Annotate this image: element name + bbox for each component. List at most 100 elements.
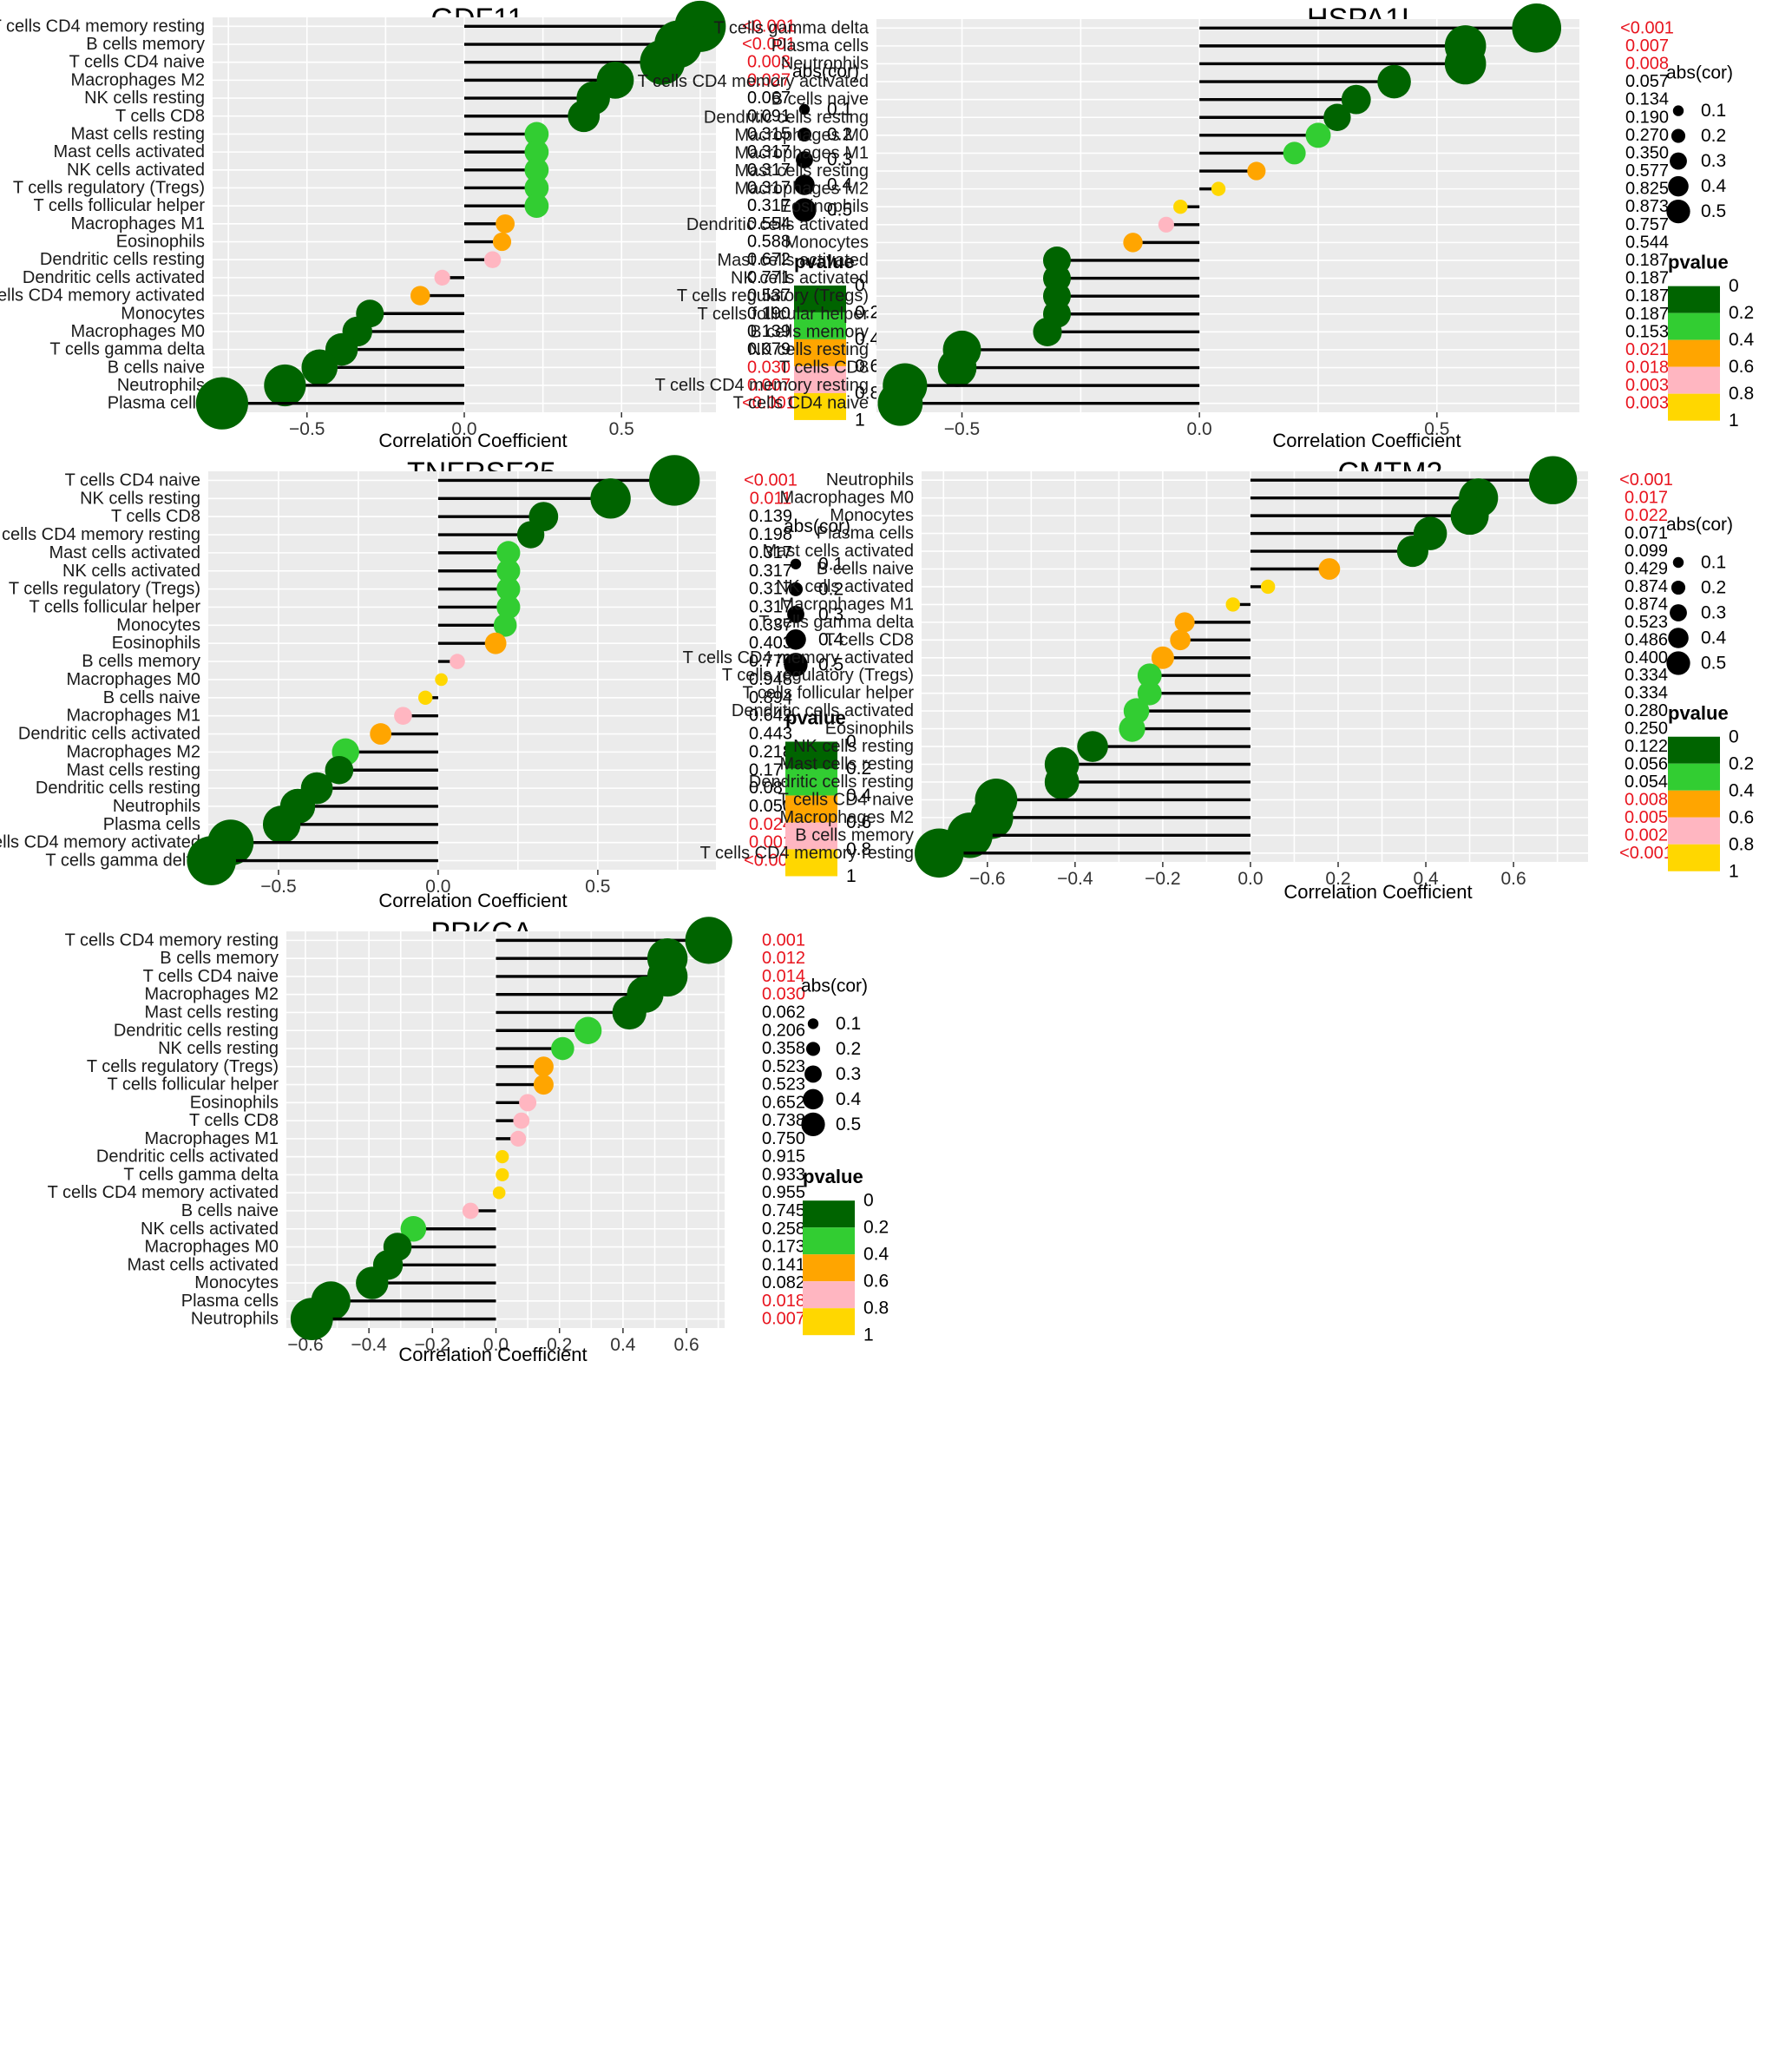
lollipop-point [1341, 84, 1371, 115]
lollipop-point [685, 917, 732, 964]
lollipop-point [187, 836, 236, 885]
lollipop-point [496, 559, 521, 583]
pvalue-label: 0.443 [749, 725, 792, 744]
x-tick-label: 0.5 [1424, 419, 1449, 439]
lollipop-point [1211, 181, 1226, 196]
category-label: NK cells activated [62, 562, 200, 581]
lollipop-point [1225, 597, 1240, 612]
size-legend-title: abs(cor) [1666, 515, 1733, 535]
category-label: Dendritic cells resting [114, 1021, 279, 1040]
category-label: T cells CD4 naive [143, 967, 279, 986]
category-label: B cells naive [108, 358, 205, 377]
size-legend-title: abs(cor) [801, 976, 868, 996]
category-label: T cells follicular helper [108, 1075, 279, 1095]
category-label: T cells CD4 naive [65, 470, 200, 490]
category-label: Plasma cells [771, 36, 869, 56]
lollipop-point [914, 828, 964, 878]
category-label: T cells gamma delta [45, 851, 200, 871]
pvalue-label: 0.933 [762, 1165, 805, 1184]
category-label: Plasma cells [103, 815, 200, 834]
category-label: T cells CD4 memory resting [655, 376, 869, 395]
lollipop-point [1247, 161, 1266, 181]
size-legend-dot [1672, 556, 1684, 569]
lollipop-point [568, 100, 601, 133]
category-label: T cells regulatory (Tregs) [87, 1057, 279, 1076]
size-legend-label: 0.5 [1701, 654, 1726, 674]
lollipop-point [1450, 496, 1489, 536]
lollipop-point [1137, 681, 1162, 706]
category-label: Neutrophils [781, 54, 869, 73]
x-tick-label: 0.5 [585, 877, 610, 897]
color-legend-label: 1 [846, 866, 857, 886]
category-label: T cells CD4 memory activated [638, 72, 869, 91]
category-label: Monocytes [116, 615, 200, 634]
x-axis-label: Correlation Coefficient [398, 1344, 587, 1365]
category-label: T cells follicular helper [30, 597, 201, 616]
pvalue-label: 0.350 [1625, 143, 1669, 162]
category-label: Mast cells resting [67, 760, 201, 779]
category-label: Macrophages M1 [66, 707, 200, 726]
category-label: B cells naive [817, 560, 914, 579]
color-legend-label: 0 [1729, 727, 1739, 746]
size-legend-dot [803, 1088, 824, 1110]
size-legend-dot [805, 1042, 821, 1056]
category-label: Mast cells resting [71, 124, 206, 143]
size-legend-dot [1672, 105, 1684, 116]
category-label: Macrophages M0 [66, 670, 200, 689]
pvalue-label: 0.317 [749, 562, 792, 581]
lollipop-point [1283, 141, 1306, 165]
pvalue-label: <0.001 [1619, 844, 1673, 863]
pvalue-label: 0.177 [749, 760, 792, 779]
pvalue-label: 0.139 [749, 507, 792, 526]
pvalue-label: <0.001 [744, 470, 798, 490]
color-legend-label: 0.6 [846, 812, 871, 832]
category-label: T cells CD8 [779, 358, 869, 378]
category-label: B cells memory [86, 35, 205, 54]
lollipop-point [510, 1130, 527, 1147]
category-label: Macrophages M1 [144, 1129, 279, 1148]
color-legend-label: 0.6 [1729, 357, 1754, 377]
x-tick-label: 0.0 [483, 1335, 509, 1355]
pvalue-label: 0.050 [749, 797, 792, 816]
pvalue-label: 0.012 [762, 949, 805, 968]
pvalue-label: 0.317 [749, 543, 792, 562]
panel-cmtm2: CMTM2−0.6−0.4−0.20.00.20.40.6Correlation… [683, 456, 1755, 903]
lollipop-point [551, 1036, 574, 1061]
size-legend-title: abs(cor) [784, 516, 850, 536]
category-label: T cells gamma delta [758, 613, 914, 632]
category-label: Macrophages M1 [779, 595, 914, 614]
category-label: Plasma cells [817, 524, 914, 543]
category-label: Macrophages M2 [144, 985, 279, 1004]
size-legend-label: 0.3 [827, 150, 852, 170]
pvalue-label: 0.021 [1625, 340, 1669, 359]
plot-background [876, 19, 1579, 412]
pvalue-label: 0.523 [762, 1075, 805, 1095]
pvalue-label: 0.003 [747, 53, 791, 72]
pvalue-label: 0.334 [1625, 666, 1668, 685]
pvalue-label: 0.250 [1625, 720, 1668, 739]
lollipop-point [434, 269, 450, 286]
lollipop-point [1174, 612, 1195, 633]
lollipop-point [1137, 663, 1162, 688]
lollipop-point [1123, 233, 1143, 253]
pvalue-label: 0.955 [762, 1183, 805, 1202]
category-label: T cells follicular helper [698, 305, 870, 324]
size-legend-label: 0.5 [818, 654, 843, 674]
color-legend-label: 0.6 [855, 356, 880, 376]
pvalue-label: 0.874 [1625, 577, 1668, 596]
pvalue-label: <0.001 [1619, 470, 1673, 490]
category-label: T cells CD8 [824, 630, 914, 649]
lollipop-point [262, 805, 301, 844]
pvalue-label: 0.652 [762, 1093, 805, 1112]
lollipop-point [524, 157, 549, 182]
lollipop-point [496, 214, 515, 233]
lollipop-point [462, 1202, 479, 1220]
pvalue-label: 0.087 [749, 779, 792, 798]
pvalue-label: 0.057 [1625, 72, 1669, 91]
pvalue-label: 0.007 [1625, 36, 1669, 56]
category-label: NK cells activated [67, 161, 205, 180]
pvalue-label: 0.153 [1625, 322, 1669, 341]
lollipop-point [195, 377, 248, 430]
color-legend-label: 0.2 [863, 1218, 889, 1238]
lollipop-point [1305, 122, 1331, 148]
